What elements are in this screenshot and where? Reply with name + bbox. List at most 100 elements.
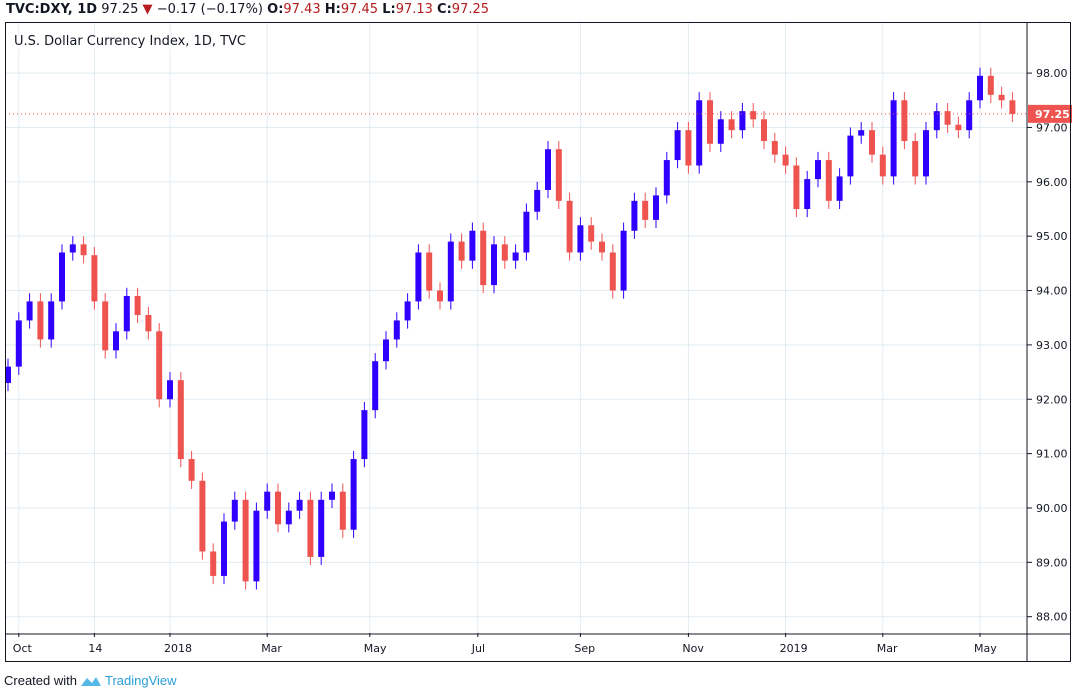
x-tick-label: Nov [682, 642, 704, 655]
candle-body [642, 200, 649, 220]
candle-body [426, 252, 433, 291]
symbol-name: TVC:DXY, 1D [6, 2, 98, 17]
candle-body [393, 320, 400, 340]
last-price: 97.25 [101, 2, 139, 17]
candle-body [782, 154, 789, 166]
candle-body [318, 499, 325, 557]
candle-body [404, 301, 411, 321]
x-tick-label: Mar [261, 642, 282, 655]
low-value: 97.13 [395, 2, 433, 17]
x-tick-label: Oct [13, 642, 33, 655]
candle-body [221, 521, 227, 576]
candle-body [987, 75, 994, 95]
candle-body [653, 195, 659, 220]
candle-body [210, 551, 217, 576]
high-label: H: [324, 2, 341, 17]
candle-body [167, 380, 173, 400]
candle-body [847, 135, 854, 177]
chart-title: U.S. Dollar Currency Index, 1D, TVC [14, 34, 247, 49]
candle-body [59, 252, 65, 302]
candle-body [663, 160, 670, 196]
y-tick-label: 90.00 [1036, 502, 1068, 515]
candle-body [329, 491, 335, 500]
candle-body [102, 301, 109, 351]
high-value: 97.45 [340, 2, 379, 17]
candle-body [447, 241, 454, 302]
candle-body [523, 211, 530, 253]
candle-body [739, 111, 746, 131]
candle-body [545, 149, 551, 190]
y-tick-label: 96.00 [1036, 176, 1068, 189]
candle-body [480, 230, 487, 286]
candle-body [199, 480, 206, 552]
candle-body [253, 510, 260, 582]
y-tick-label: 98.00 [1036, 67, 1068, 80]
candle-body [599, 241, 605, 253]
last-price-badge [1028, 104, 1072, 123]
candle-body [534, 189, 541, 212]
y-tick-label: 93.00 [1036, 339, 1068, 352]
close-label: C: [437, 2, 452, 17]
candle-body [361, 410, 368, 460]
candle-body [609, 252, 616, 291]
x-tick-label: Sep [574, 642, 595, 655]
candle-body [728, 119, 735, 131]
y-tick-label: 94.00 [1036, 285, 1068, 298]
candle-body [231, 499, 238, 522]
footer-prefix: Created with [4, 673, 77, 688]
candle-body [491, 244, 497, 286]
footer-brand[interactable]: TradingView [104, 673, 177, 688]
candle-body [879, 154, 886, 177]
candle-body [566, 200, 573, 253]
candle-body [437, 290, 443, 302]
price-change: −0.17 (−0.17%) [156, 2, 263, 17]
candle-body [901, 100, 908, 142]
candle-body [415, 252, 422, 302]
candle-body [696, 100, 703, 166]
last-price-label: 97.25 [1035, 108, 1070, 121]
candle-body [674, 130, 681, 161]
x-tick-label: 2019 [780, 642, 808, 655]
candle-body [933, 111, 940, 131]
candle-body [890, 100, 897, 177]
x-tick-label: 2018 [164, 642, 192, 655]
x-tick-label: Mar [877, 642, 898, 655]
tradingview-logo-icon [80, 676, 101, 686]
candle-body [512, 252, 519, 261]
candle-body [383, 339, 389, 362]
y-tick-label: 92.00 [1036, 393, 1068, 406]
open-label: O: [267, 2, 284, 17]
candle-body [577, 225, 584, 253]
candle-body [620, 230, 627, 291]
candle-body [26, 301, 33, 321]
candle-body [469, 230, 476, 261]
candle-body [80, 244, 87, 256]
candle-body [91, 255, 98, 302]
close-value: 97.25 [451, 2, 490, 17]
footer: Created with TradingView [4, 673, 177, 688]
candle-body [1009, 100, 1016, 114]
candle-body [145, 314, 152, 332]
candle-body [836, 176, 843, 201]
candle-body [707, 100, 713, 144]
low-label: L: [382, 2, 396, 17]
candle-body [339, 491, 346, 530]
candle-body [804, 179, 811, 209]
x-tick-label: Jul [471, 642, 485, 655]
candle-body [501, 244, 508, 261]
y-tick-label: 88.00 [1036, 611, 1068, 624]
y-tick-label: 95.00 [1036, 230, 1068, 243]
y-tick-label: 97.00 [1036, 121, 1068, 134]
candle-body [5, 366, 11, 383]
candle-body [771, 141, 778, 155]
candle-body [555, 149, 562, 201]
candle-body [177, 380, 184, 460]
candle-body [869, 130, 875, 155]
y-tick-label: 89.00 [1036, 556, 1068, 569]
triangle-down-icon: ▼ [142, 2, 153, 17]
chart-frame [5, 22, 1071, 662]
candle-body [37, 301, 44, 340]
candle-body [685, 130, 692, 166]
candle-body [134, 295, 141, 315]
